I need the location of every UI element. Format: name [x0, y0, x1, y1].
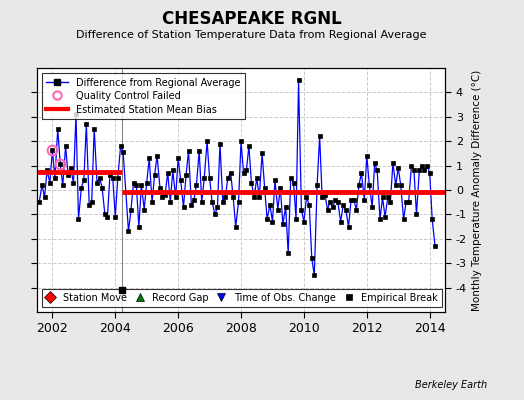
- Text: CHESAPEAKE RGNL: CHESAPEAKE RGNL: [161, 10, 342, 28]
- Y-axis label: Monthly Temperature Anomaly Difference (°C): Monthly Temperature Anomaly Difference (…: [473, 69, 483, 311]
- Text: Difference of Station Temperature Data from Regional Average: Difference of Station Temperature Data f…: [77, 30, 427, 40]
- Legend: Station Move, Record Gap, Time of Obs. Change, Empirical Break: Station Move, Record Gap, Time of Obs. C…: [41, 289, 442, 307]
- Text: Berkeley Earth: Berkeley Earth: [415, 380, 487, 390]
